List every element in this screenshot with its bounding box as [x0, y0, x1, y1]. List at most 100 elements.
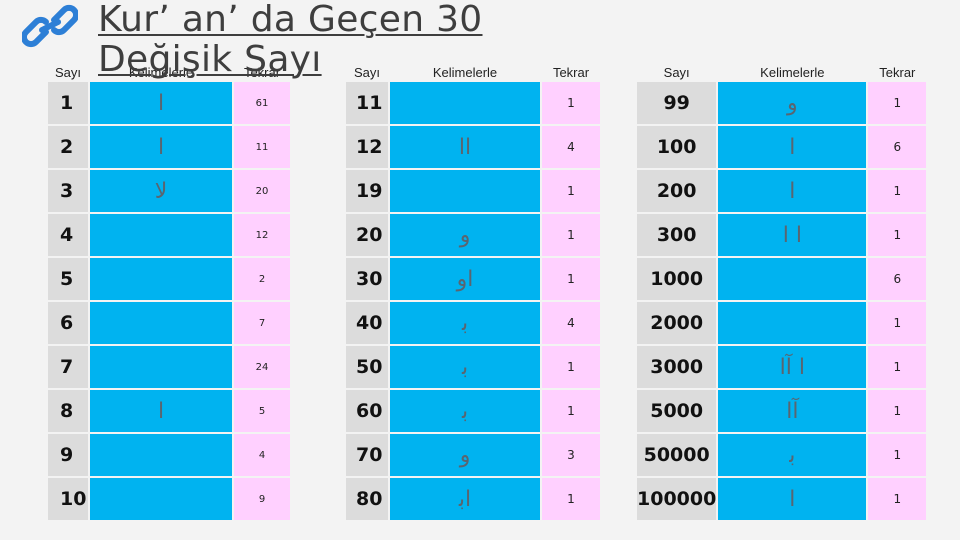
word-cell: اا	[390, 126, 540, 168]
number-cell: 5000	[637, 390, 717, 432]
title-line-2: Değişik Sayı	[98, 39, 322, 80]
repeat-cell: 1	[868, 434, 927, 476]
table-row: 4 12	[48, 214, 290, 256]
table-row: 19 1	[346, 170, 600, 212]
word-cell: ﺑ	[390, 390, 540, 432]
table-row: 70 و 3	[346, 434, 600, 476]
word-cell: و	[390, 214, 540, 256]
header-sayi: Sayı	[353, 65, 380, 80]
number-cell: 8	[48, 390, 88, 432]
word-cell	[718, 258, 867, 300]
repeat-cell: 1	[542, 258, 600, 300]
table-row: 80 اﺑ 1	[346, 478, 600, 520]
number-cell: 12	[346, 126, 388, 168]
number-cell: 11	[346, 82, 388, 124]
number-cell: 100	[637, 126, 717, 168]
table-row: 2000 1	[637, 302, 927, 344]
table-row: 10 9	[48, 478, 290, 520]
repeat-cell: 5	[234, 390, 290, 432]
number-cell: 300	[637, 214, 717, 256]
table-row: 99 و 1	[637, 82, 927, 124]
repeat-cell: 6	[868, 126, 927, 168]
word-cell: ا	[90, 126, 232, 168]
number-cell: 9	[48, 434, 88, 476]
table-row: 30 او 1	[346, 258, 600, 300]
header-sayi: Sayı	[54, 65, 81, 80]
repeat-cell: 6	[868, 258, 927, 300]
table-row: 3000 ا آا 1	[637, 346, 927, 388]
number-cell: 80	[346, 478, 388, 520]
number-cell: 2	[48, 126, 88, 168]
number-cell: 20	[346, 214, 388, 256]
number-cell: 50	[346, 346, 388, 388]
word-cell	[90, 214, 232, 256]
table-row: 60 ﺑ 1	[346, 390, 600, 432]
table-row: 40 ﺑ 4	[346, 302, 600, 344]
number-cell: 3	[48, 170, 88, 212]
word-cell: ﺑ	[718, 434, 867, 476]
repeat-cell: 1	[868, 214, 927, 256]
number-table-3: Sayı Kelimelerle Tekrar 99 و 1 100 ا 6 200 ا 1 30…	[635, 56, 928, 522]
header-tekrar: Tekrar	[552, 65, 590, 80]
header-tekrar: Tekrar	[243, 65, 281, 80]
repeat-cell: 4	[542, 302, 600, 344]
number-cell: 10	[48, 478, 88, 520]
number-cell: 2000	[637, 302, 717, 344]
header-kelimelerle: Kelimelerle	[432, 65, 498, 80]
table-row: 200 ا 1	[637, 170, 927, 212]
repeat-cell: 61	[234, 82, 290, 124]
number-cell: 40	[346, 302, 388, 344]
repeat-cell: 1	[868, 302, 927, 344]
number-table-1: Sayı Kelimelerle Tekrar 1 ا 61 2 ا 11 3 لا 20 4 12…	[46, 56, 292, 522]
table-row: 20 و 1	[346, 214, 600, 256]
word-cell: ا	[90, 82, 232, 124]
repeat-cell: 1	[542, 346, 600, 388]
word-cell	[90, 302, 232, 344]
word-cell	[718, 302, 867, 344]
repeat-cell: 7	[234, 302, 290, 344]
repeat-cell: 1	[542, 170, 600, 212]
number-cell: 99	[637, 82, 717, 124]
number-cell: 1	[48, 82, 88, 124]
word-cell: ﺑ	[390, 302, 540, 344]
repeat-cell: 1	[542, 478, 600, 520]
repeat-cell: 1	[542, 82, 600, 124]
word-cell: ا آا	[718, 346, 867, 388]
word-cell: ا	[718, 478, 867, 520]
number-cell: 100000	[637, 478, 717, 520]
repeat-cell: 12	[234, 214, 290, 256]
table-row: 5000 آا 1	[637, 390, 927, 432]
repeat-cell: 4	[542, 126, 600, 168]
word-cell	[90, 346, 232, 388]
word-cell: ا ا	[718, 214, 867, 256]
table-row: 11 1	[346, 82, 600, 124]
word-cell: آا	[718, 390, 867, 432]
repeat-cell: 1	[868, 346, 927, 388]
word-cell	[390, 82, 540, 124]
repeat-cell: 2	[234, 258, 290, 300]
repeat-cell: 3	[542, 434, 600, 476]
word-cell: ﺑ	[390, 346, 540, 388]
word-cell: و	[390, 434, 540, 476]
word-cell: و	[718, 82, 867, 124]
table-row: 7 24	[48, 346, 290, 388]
table-row: 50 ﺑ 1	[346, 346, 600, 388]
number-cell: 60	[346, 390, 388, 432]
table-row: 1 ا 61	[48, 82, 290, 124]
number-cell: 30	[346, 258, 388, 300]
number-cell: 6	[48, 302, 88, 344]
repeat-cell: 4	[234, 434, 290, 476]
repeat-cell: 24	[234, 346, 290, 388]
repeat-cell: 1	[868, 390, 927, 432]
repeat-cell: 1	[868, 170, 927, 212]
number-cell: 1000	[637, 258, 717, 300]
repeat-cell: 1	[542, 390, 600, 432]
number-cell: 50000	[637, 434, 717, 476]
number-cell: 3000	[637, 346, 717, 388]
word-cell: ا	[718, 170, 867, 212]
